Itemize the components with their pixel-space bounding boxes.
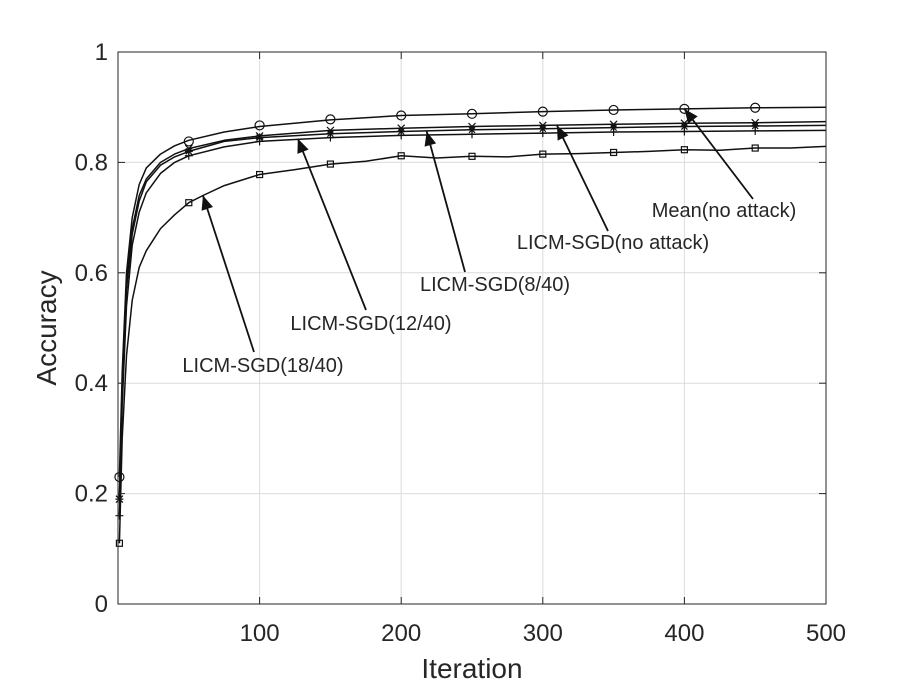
annotation-arrow: [683, 108, 754, 200]
marker-square: [468, 152, 476, 160]
marker-square: [115, 539, 124, 547]
annotation-arrow: [556, 125, 609, 232]
marker-asterisk: [680, 122, 689, 131]
marker-asterisk: [184, 147, 193, 156]
marker-asterisk: [468, 125, 476, 134]
marker-asterisk: [609, 123, 618, 132]
annotation-arrow: [296, 138, 367, 311]
marker-asterisk: [538, 124, 547, 133]
annotation-label: LICM-SGD(12/40): [290, 313, 451, 335]
marker-plus: [751, 126, 760, 135]
marker-asterisk: [115, 495, 124, 504]
marker-plus: [115, 511, 124, 520]
x-tick-label: 500: [806, 620, 846, 647]
marker-square: [397, 152, 405, 160]
marker-square: [609, 148, 618, 157]
annotations-group: Mean(no attack) LICM-SGD(no attack) LICM-S…: [182, 108, 797, 377]
annotation-arrow: [425, 131, 466, 273]
annotation-label: LICM-SGD(no attack): [517, 232, 709, 254]
series-line-0: [118, 106, 827, 478]
marker-circle: [396, 110, 407, 121]
annotation-label: LICM-SGD(8/40): [420, 274, 570, 296]
marker-plus: [680, 127, 689, 136]
marker-circle: [325, 114, 336, 125]
annotation-arrowhead: [201, 195, 214, 211]
marker-square: [751, 144, 759, 152]
marker-circle: [679, 103, 690, 114]
annotation-arrowhead: [424, 131, 437, 147]
marker-circle: [537, 106, 548, 117]
x-tick-label: 100: [240, 620, 280, 647]
marker-plus: [468, 130, 476, 139]
marker-plus: [184, 151, 193, 160]
marker-plus: [326, 133, 335, 142]
plot-frame: [117, 51, 827, 605]
annotation-arrowhead: [684, 108, 698, 124]
marker-plus: [397, 131, 406, 140]
marker-plus: [609, 128, 618, 137]
markers-group: [114, 102, 761, 547]
marker-circle: [608, 104, 619, 116]
y-tick-label: 0: [95, 591, 108, 618]
x-axis-label: Iteration: [421, 653, 522, 684]
y-tick-label: 0.4: [75, 370, 108, 397]
y-tick-label: 0.2: [75, 481, 108, 508]
series-line-4: [118, 145, 827, 544]
annotation-label: Mean(no attack): [652, 200, 797, 222]
y-tick-label: 1: [95, 39, 108, 66]
x-tick-label: 400: [664, 620, 704, 647]
annotation-arrowhead: [297, 138, 309, 154]
marker-circle: [114, 471, 125, 483]
marker-circle: [254, 120, 265, 131]
annotation-arrow: [202, 195, 255, 353]
marker-square: [326, 160, 334, 168]
marker-circle: [183, 136, 194, 147]
annotation-label: LICM-SGD(18/40): [182, 355, 343, 377]
y-tick-label: 0.6: [75, 260, 108, 287]
annotation-arrowhead: [556, 125, 569, 141]
marker-circle: [466, 108, 478, 119]
x-tick-label: 200: [381, 620, 421, 647]
axis-ticks: 100 200 300 400 500 0 0.2 0.4 0.6 0.8 1: [75, 39, 846, 647]
x-tick-label: 300: [523, 620, 563, 647]
marker-square: [680, 146, 689, 154]
marker-plus: [538, 129, 547, 138]
marker-plus: [255, 137, 264, 146]
y-tick-label: 0.8: [75, 149, 108, 176]
plot-background: [118, 52, 826, 604]
marker-square: [256, 170, 264, 179]
marker-circle: [750, 102, 761, 113]
marker-square: [539, 150, 547, 158]
marker-square: [185, 199, 193, 207]
marker-asterisk: [751, 121, 760, 130]
y-axis-label: Accuracy: [31, 270, 62, 385]
